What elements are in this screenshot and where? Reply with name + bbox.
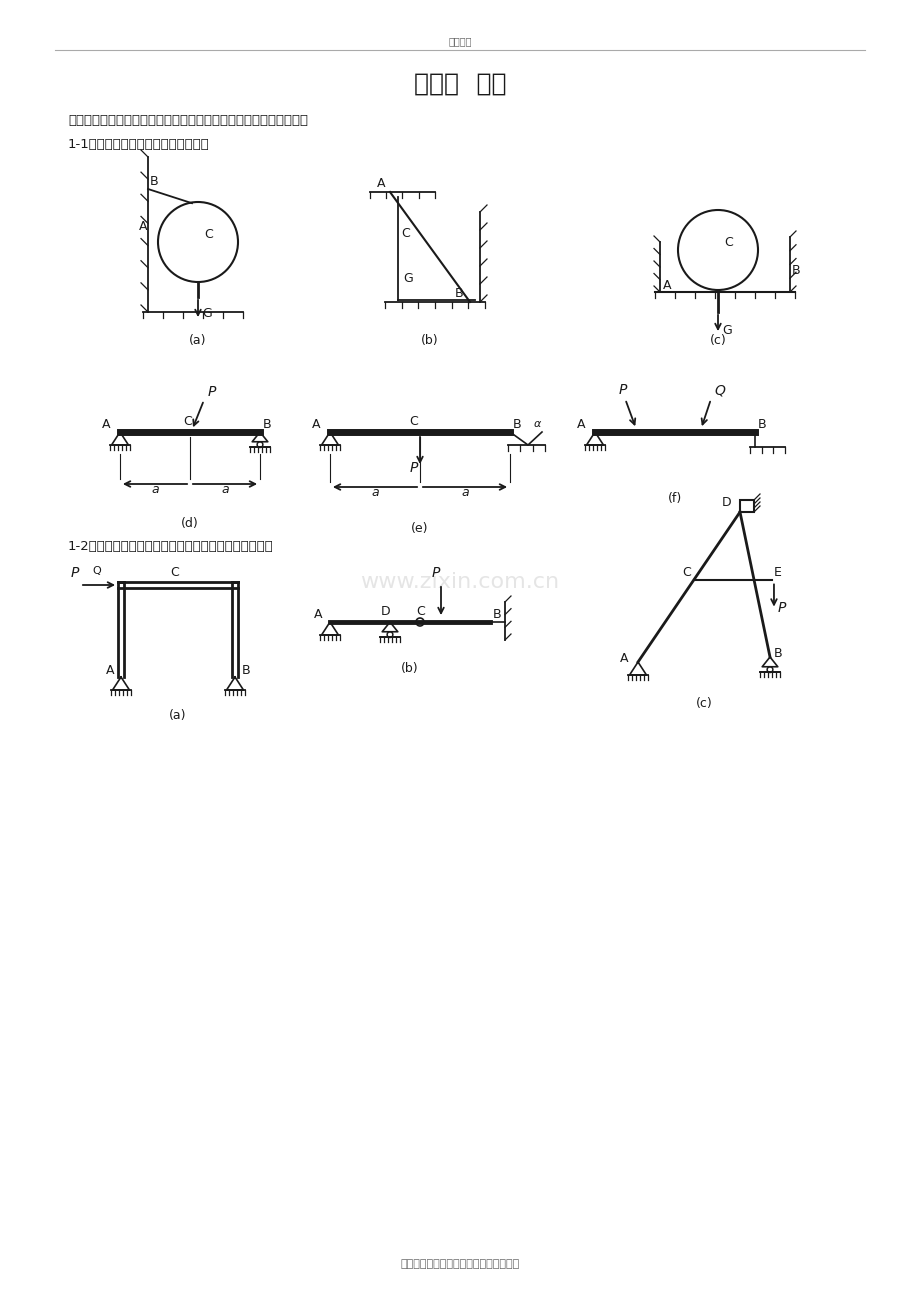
Text: D: D (380, 605, 391, 618)
Text: (f): (f) (667, 492, 681, 505)
Text: B: B (773, 647, 782, 660)
Text: B: B (150, 174, 158, 187)
Text: 下列习题中，凡未标出自重的物体，质量不计。接触处都不计摩擦。: 下列习题中，凡未标出自重的物体，质量不计。接触处都不计摩擦。 (68, 113, 308, 126)
Text: B: B (791, 264, 800, 277)
Text: C: C (416, 605, 425, 618)
Text: P: P (71, 566, 79, 579)
Text: Q: Q (92, 566, 101, 575)
Text: P: P (208, 385, 216, 398)
Text: a: a (460, 486, 469, 499)
Text: 1-1试分别画出下列各物体的受力图。: 1-1试分别画出下列各物体的受力图。 (68, 138, 210, 151)
Text: E: E (773, 565, 781, 578)
Text: A: A (139, 220, 147, 233)
Text: (a): (a) (189, 335, 207, 348)
Text: 第一章  习题: 第一章 习题 (414, 72, 505, 96)
Text: C: C (409, 415, 417, 428)
Text: A: A (312, 418, 320, 431)
Text: 1-2试分别画出下列各物体系统中的每个物体的受力图。: 1-2试分别画出下列各物体系统中的每个物体的受力图。 (68, 540, 274, 553)
Text: B: B (455, 286, 463, 299)
Text: A: A (106, 664, 114, 677)
Text: B: B (493, 608, 501, 621)
Text: A: A (618, 652, 628, 665)
Text: 收集于网络，如有侵权请联系管理员删除: 收集于网络，如有侵权请联系管理员删除 (400, 1259, 519, 1269)
Text: C: C (204, 228, 212, 241)
Text: (b): (b) (401, 661, 418, 674)
Text: B: B (263, 418, 271, 431)
Text: α: α (533, 419, 540, 428)
Bar (739, 500, 754, 512)
Text: C: C (170, 566, 179, 579)
Text: (a): (a) (169, 710, 187, 723)
Text: (b): (b) (421, 335, 438, 348)
Text: C: C (401, 227, 409, 240)
Text: a: a (370, 486, 379, 499)
Text: D: D (721, 496, 731, 509)
Text: P: P (618, 383, 626, 397)
Text: (c): (c) (709, 335, 726, 348)
Text: B: B (242, 664, 250, 677)
Text: P: P (431, 566, 439, 579)
Text: P: P (410, 461, 418, 475)
Text: a: a (221, 483, 229, 496)
Text: G: G (721, 324, 731, 337)
Text: G: G (202, 307, 211, 320)
Text: a: a (151, 483, 159, 496)
Text: 精品文档: 精品文档 (448, 36, 471, 46)
Text: www.zixin.com.cn: www.zixin.com.cn (360, 572, 559, 592)
Text: G: G (403, 272, 413, 285)
Text: (e): (e) (411, 522, 428, 535)
Text: C: C (183, 415, 191, 428)
Text: C: C (723, 236, 732, 249)
Text: B: B (757, 418, 766, 431)
Text: A: A (313, 608, 322, 621)
Text: B: B (513, 418, 521, 431)
Circle shape (415, 618, 424, 626)
Text: P: P (777, 602, 786, 616)
Text: A: A (101, 418, 110, 431)
Text: A: A (376, 177, 384, 190)
Text: (c): (c) (695, 697, 711, 710)
Text: A: A (576, 418, 584, 431)
Text: Q: Q (713, 383, 724, 397)
Text: C: C (681, 565, 690, 578)
Text: (d): (d) (181, 517, 199, 530)
Text: A: A (663, 279, 671, 292)
